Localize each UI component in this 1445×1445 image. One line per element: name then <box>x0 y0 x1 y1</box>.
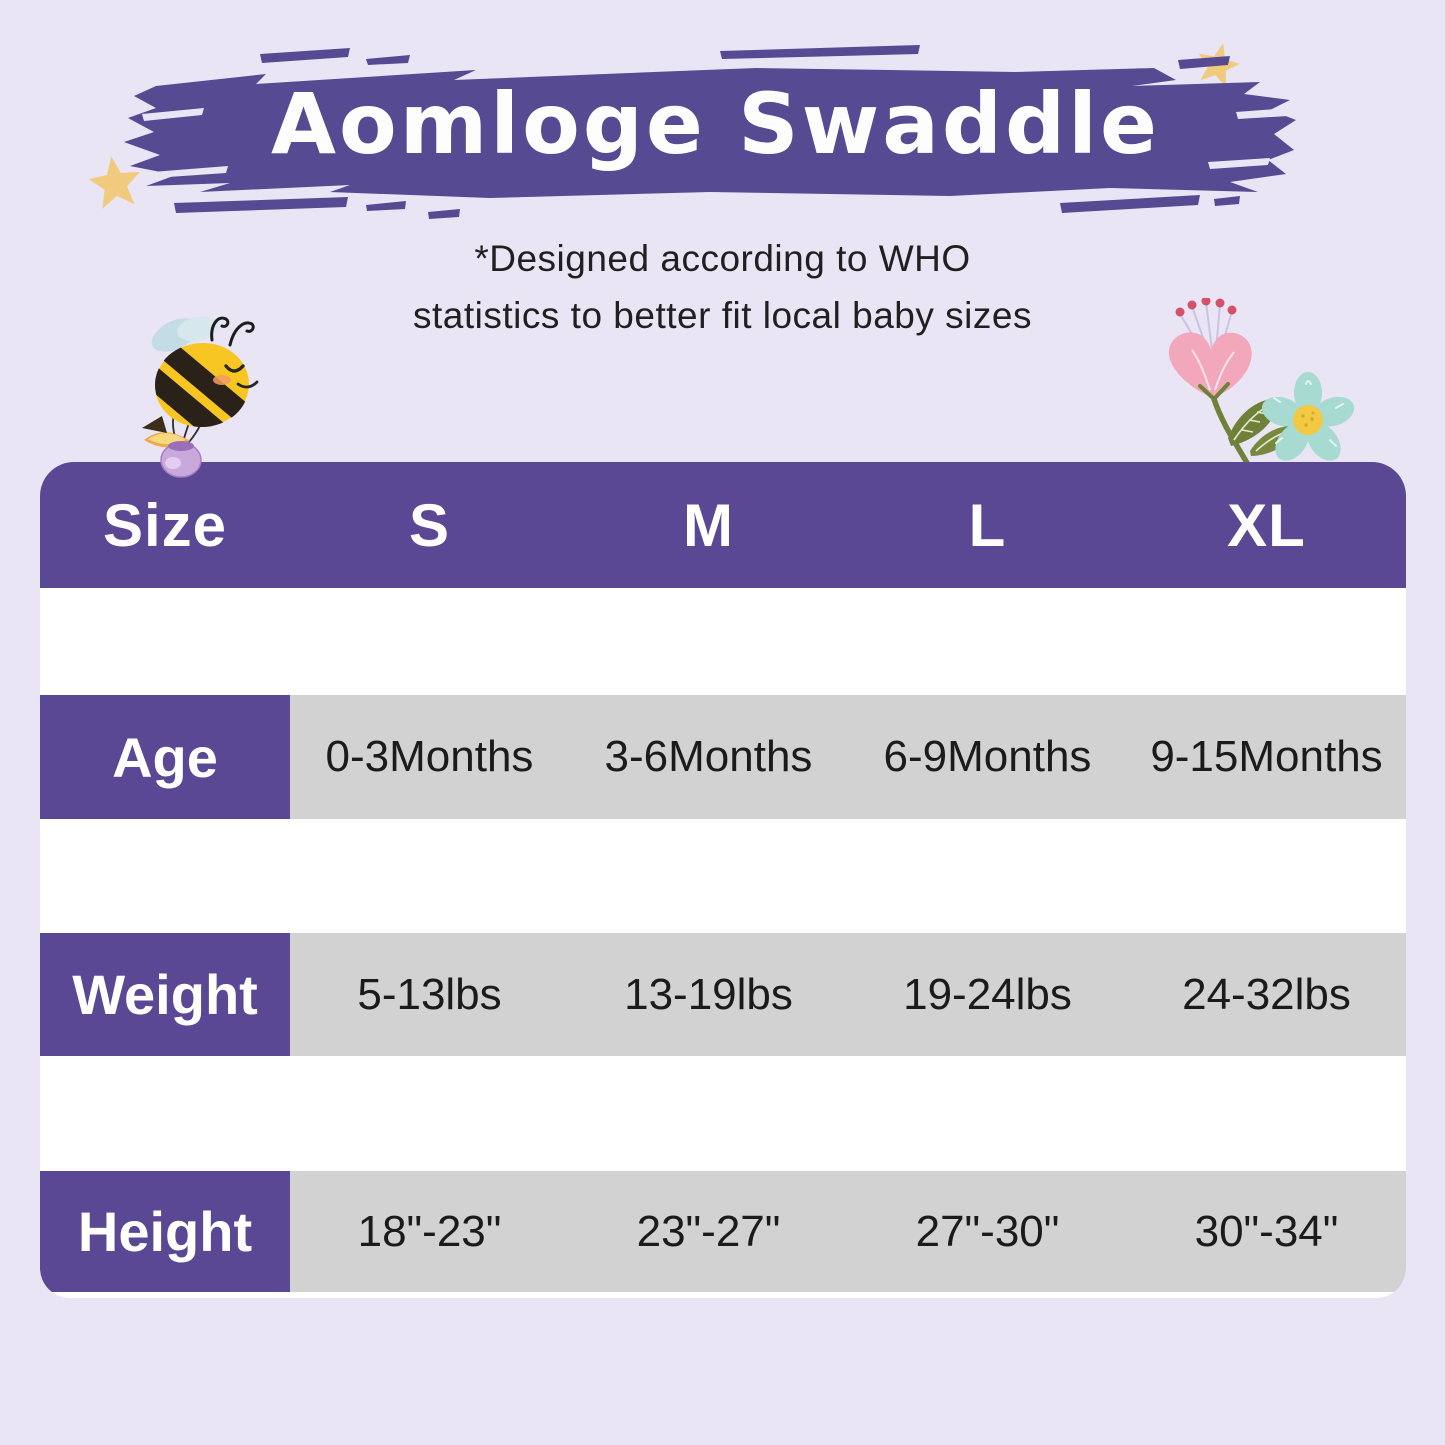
table-spacer <box>40 819 1406 933</box>
table-spacer <box>40 588 1406 695</box>
age-value-s: 0-3Months <box>290 695 569 819</box>
height-value-l: 27"-30" <box>848 1171 1127 1292</box>
age-value-l: 6-9Months <box>848 695 1127 819</box>
star-icon <box>88 156 140 209</box>
age-value-xl: 9-15Months <box>1127 695 1406 819</box>
row-label-weight: Weight <box>40 933 290 1056</box>
table-row-age: Age 0-3Months 3-6Months 6-9Months 9-15Mo… <box>40 695 1406 819</box>
table-row-weight: Weight 5-13lbs 13-19lbs 19-24lbs 24-32lb… <box>40 933 1406 1056</box>
weight-value-m: 13-19lbs <box>569 933 848 1056</box>
column-header-m: M <box>683 491 734 559</box>
column-header-size: Size <box>102 491 228 559</box>
page-subtitle: *Designed according to WHO statistics to… <box>0 230 1445 344</box>
page-title: Aomloge Swaddle <box>271 75 1160 173</box>
subtitle-line-2: statistics to better fit local baby size… <box>413 295 1032 336</box>
column-header-xl: XL <box>1227 491 1306 559</box>
brand-banner: Aomloge Swaddle <box>108 42 1313 232</box>
weight-value-xl: 24-32lbs <box>1127 933 1406 1056</box>
weight-value-s: 5-13lbs <box>290 933 569 1056</box>
column-header-s: S <box>408 491 451 559</box>
column-header-l: L <box>968 491 1007 559</box>
brush-stroke <box>124 45 1296 219</box>
size-table: Size S M L XL Age 0-3Months 3-6Months 6-… <box>40 462 1406 1298</box>
row-label-height: Height <box>40 1171 290 1292</box>
flowers-icon <box>1168 298 1355 466</box>
weight-value-l: 19-24lbs <box>848 933 1127 1056</box>
subtitle-line-1: *Designed according to WHO <box>474 238 971 279</box>
height-value-m: 23"-27" <box>569 1171 848 1292</box>
height-value-xl: 30"-34" <box>1127 1171 1406 1292</box>
row-label-age: Age <box>40 695 290 819</box>
age-value-m: 3-6Months <box>569 695 848 819</box>
table-row-height: Height 18"-23" 23"-27" 27"-30" 30"-34" <box>40 1171 1406 1292</box>
bee-icon <box>142 316 259 478</box>
table-header-row: Size S M L XL <box>40 462 1406 588</box>
height-value-s: 18"-23" <box>290 1171 569 1292</box>
table-spacer <box>40 1056 1406 1171</box>
